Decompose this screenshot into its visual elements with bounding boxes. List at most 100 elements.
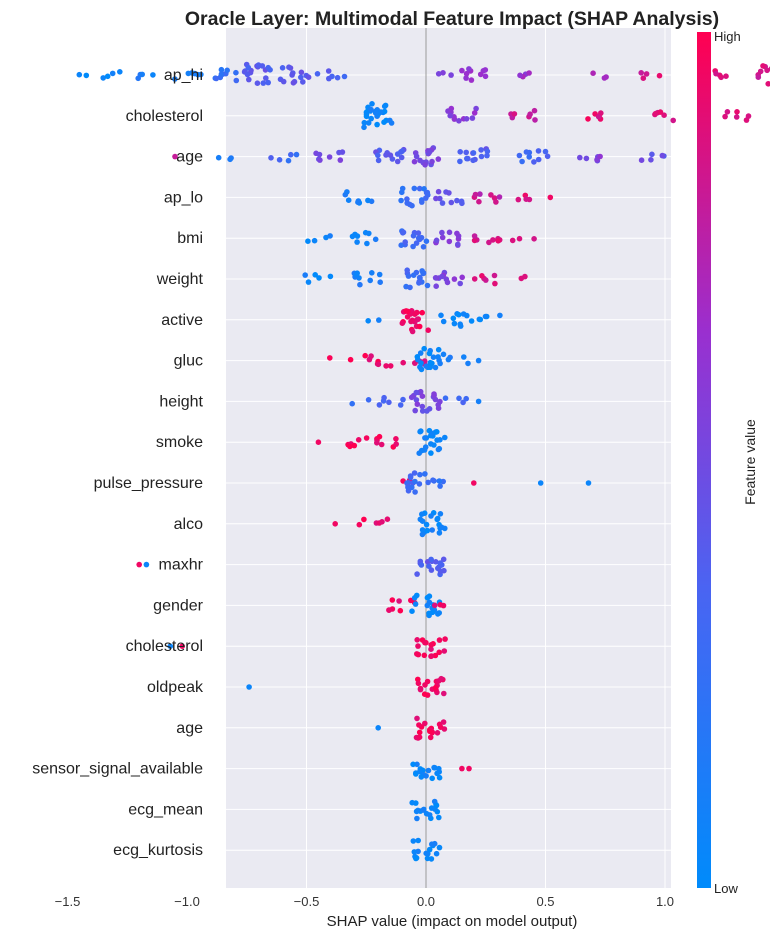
shap-dot bbox=[434, 730, 441, 736]
shap-dot bbox=[354, 233, 361, 239]
shap-dot bbox=[300, 79, 306, 85]
shap-dot bbox=[421, 652, 428, 659]
shap-dot bbox=[475, 398, 482, 405]
shap-dot bbox=[365, 318, 372, 324]
shap-dot bbox=[429, 841, 435, 847]
shap-dot bbox=[384, 516, 391, 522]
shap-dot bbox=[416, 722, 422, 728]
shap-dot bbox=[465, 360, 471, 367]
shap-dot bbox=[488, 192, 494, 198]
shap-dot bbox=[398, 197, 404, 204]
shap-dot bbox=[408, 394, 415, 401]
shap-dot bbox=[460, 399, 466, 406]
shap-dot bbox=[83, 72, 90, 79]
shap-dot bbox=[383, 363, 389, 369]
shap-dot bbox=[439, 562, 445, 568]
feature-label: age bbox=[176, 720, 203, 737]
shap-dot bbox=[399, 320, 406, 327]
shap-dot bbox=[368, 115, 375, 122]
shap-dot bbox=[412, 478, 418, 485]
shap-dot bbox=[355, 199, 361, 205]
shap-dot bbox=[491, 272, 498, 279]
shap-dot bbox=[316, 275, 322, 281]
shap-dot bbox=[544, 153, 551, 160]
shap-dot bbox=[254, 80, 261, 86]
shap-dot bbox=[450, 315, 457, 322]
feature-label: cholesterol bbox=[126, 638, 203, 655]
shap-dot bbox=[436, 844, 443, 851]
shap-dot bbox=[436, 530, 443, 536]
shap-dot bbox=[426, 846, 433, 853]
shap-dot bbox=[436, 774, 443, 781]
shap-dot bbox=[414, 571, 420, 577]
shap-dot bbox=[422, 444, 429, 450]
shap-dot bbox=[532, 117, 538, 123]
shap-dot bbox=[407, 284, 413, 291]
shap-dot bbox=[516, 235, 523, 242]
x-tick-label: 0.0 bbox=[417, 894, 435, 909]
shap-dot bbox=[446, 190, 452, 196]
shap-dot bbox=[459, 765, 465, 772]
shap-dot bbox=[215, 154, 222, 161]
shap-dot bbox=[436, 478, 443, 484]
shap-dot bbox=[438, 675, 445, 682]
shap-dot bbox=[456, 395, 462, 402]
shap-dot bbox=[428, 856, 435, 862]
shap-dot bbox=[438, 312, 444, 319]
shap-dot bbox=[418, 774, 425, 780]
shap-dot bbox=[405, 484, 411, 491]
shap-dot bbox=[419, 408, 426, 414]
shap-dot bbox=[417, 686, 424, 693]
shap-dot bbox=[437, 568, 444, 575]
shap-dot bbox=[638, 157, 645, 163]
shap-dot bbox=[522, 273, 528, 280]
shap-dot bbox=[381, 119, 387, 125]
shap-dot bbox=[423, 189, 430, 196]
shap-dot bbox=[757, 68, 764, 75]
shap-dot bbox=[577, 154, 583, 161]
shap-dot bbox=[276, 157, 283, 163]
shap-dot bbox=[431, 392, 437, 399]
shap-dot bbox=[457, 149, 464, 155]
shap-dot bbox=[422, 471, 428, 477]
shap-dot bbox=[437, 483, 443, 489]
shap-dot bbox=[357, 281, 363, 288]
shap-dot bbox=[179, 643, 185, 649]
feature-label: ap_hi bbox=[164, 67, 203, 84]
shap-dot bbox=[417, 516, 424, 523]
feature-label: maxhr bbox=[159, 557, 204, 574]
shap-dot bbox=[263, 75, 269, 81]
shap-dot bbox=[376, 271, 383, 278]
shap-dot bbox=[597, 153, 603, 160]
shap-dot bbox=[400, 396, 406, 403]
shap-dot bbox=[414, 309, 420, 316]
chart-title: Oracle Layer: Multimodal Feature Impact … bbox=[185, 8, 719, 30]
shap-dot bbox=[454, 197, 460, 204]
shap-dot bbox=[414, 715, 420, 722]
shap-dot bbox=[400, 229, 407, 236]
shap-dot bbox=[326, 75, 332, 82]
shap-dot bbox=[442, 636, 448, 642]
feature-label: alco bbox=[174, 516, 203, 533]
shap-dot bbox=[365, 120, 372, 126]
shap-dot bbox=[427, 734, 434, 741]
shap-dot bbox=[436, 610, 443, 616]
shap-dot bbox=[285, 157, 292, 164]
shap-dot bbox=[473, 105, 479, 112]
shap-dot bbox=[734, 109, 740, 115]
shap-dot bbox=[451, 276, 458, 282]
shap-dot bbox=[471, 233, 478, 239]
shap-dot bbox=[441, 648, 448, 654]
shap-dot bbox=[446, 229, 453, 236]
shap-dot bbox=[482, 67, 489, 73]
shap-dot bbox=[448, 199, 455, 206]
shap-dot bbox=[423, 238, 430, 244]
shap-dot bbox=[511, 111, 518, 117]
shap-dot bbox=[410, 272, 417, 279]
shap-dot bbox=[464, 312, 470, 319]
shap-dot bbox=[414, 354, 421, 360]
shap-dot bbox=[397, 402, 404, 408]
shap-dot bbox=[311, 237, 318, 244]
shap-dot bbox=[361, 516, 367, 523]
shap-dot bbox=[316, 151, 323, 158]
